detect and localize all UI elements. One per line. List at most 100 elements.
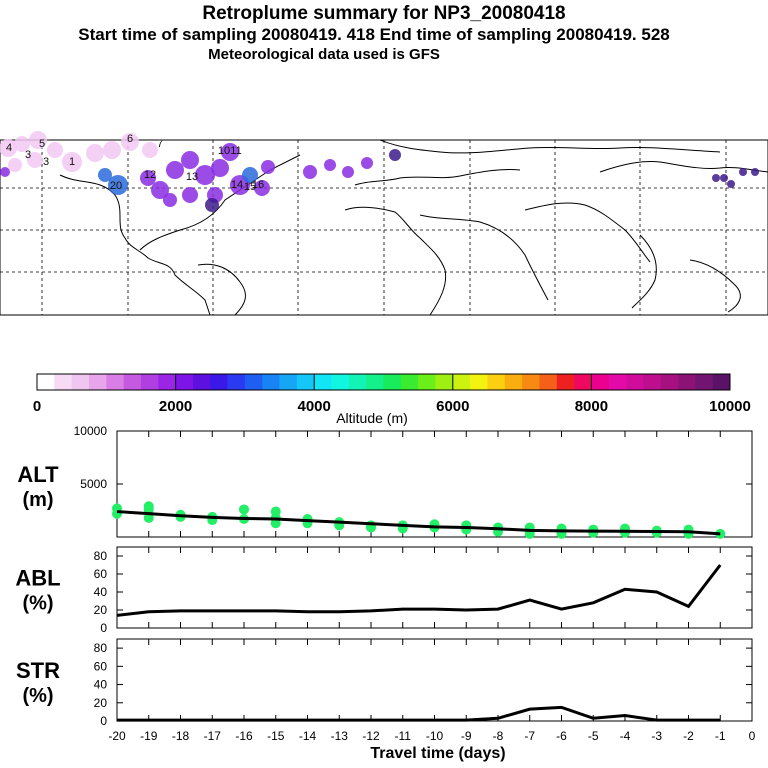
colorbar-swatch [348, 374, 367, 390]
y-axis-unit: (%) [22, 685, 53, 707]
colorbar-swatch [418, 374, 436, 390]
chart-title: Retroplume summary for NP3_20080418 [202, 3, 566, 24]
x-tick-label: -2 [683, 729, 694, 743]
colorbar-swatch [158, 374, 176, 390]
plume-marker [142, 142, 158, 158]
colorbar-swatch [140, 374, 159, 390]
x-axis-label: Travel time (days) [370, 745, 505, 762]
colorbar-swatch [470, 374, 488, 390]
plume-marker [8, 158, 22, 172]
plume-marker [108, 175, 128, 195]
plume-marker-label: 16 [252, 179, 264, 191]
x-tick-label: -13 [331, 729, 349, 743]
plume-marker [211, 159, 229, 177]
x-tick-label: -9 [461, 729, 472, 743]
colorbar-swatch [244, 374, 263, 390]
x-tick-label: -10 [426, 729, 444, 743]
plume-marker [342, 166, 354, 178]
colorbar-swatch [88, 374, 107, 390]
plume-marker-label: 13 [186, 171, 198, 183]
x-tick-label: -1 [715, 729, 726, 743]
colorbar-swatch [400, 374, 419, 390]
plume-marker [751, 168, 759, 176]
y-tick-label: 40 [94, 585, 108, 599]
colorbar-swatch [279, 374, 298, 390]
series-line [117, 705, 721, 722]
y-tick-label: 5000 [80, 477, 107, 491]
colorbar-swatch [522, 374, 540, 390]
plume-marker [303, 165, 317, 179]
plume-marker-label: 20 [110, 180, 122, 192]
colorbar-swatch [314, 374, 332, 390]
y-tick-label: 60 [94, 659, 108, 673]
plume-marker [0, 167, 10, 177]
plume-marker-label: 1 [69, 156, 75, 168]
plume-marker [140, 170, 156, 186]
colorbar-tick-label: 8000 [575, 398, 608, 415]
data-point [270, 518, 281, 529]
x-tick-label: -4 [620, 729, 631, 743]
colorbar-swatch [262, 374, 280, 390]
colorbar-swatch [210, 374, 228, 390]
plume-marker-label: 15 [244, 181, 256, 193]
plume-marker [361, 157, 373, 169]
y-tick-label: 80 [94, 549, 108, 563]
plume-marker-label: 4 [6, 142, 12, 154]
colorbar-swatch [383, 374, 402, 390]
abl-panel: 0 20 40 60 80 ABL(%) [15, 546, 753, 635]
map-graticule [0, 140, 768, 315]
plume-marker [47, 142, 63, 158]
colorbar-swatch [452, 374, 471, 390]
plume-marker-label: 10 [218, 145, 230, 157]
x-tick-label: -5 [588, 729, 599, 743]
plume-marker [324, 159, 336, 171]
plume-marker [27, 152, 43, 168]
colorbar-swatch [556, 374, 575, 390]
x-tick-label: -15 [267, 729, 285, 743]
plume-marker-label: 14 [231, 179, 243, 191]
x-tick-label: -19 [140, 729, 158, 743]
y-tick-label: 0 [100, 621, 107, 635]
met-data-note: Meteorological data used is GFS [208, 46, 440, 63]
colorbar-swatch [106, 374, 124, 390]
plume-marker-label: 5 [39, 138, 45, 150]
data-point [143, 504, 154, 515]
altitude-colorbar: 0 2000 4000 6000 8000 10000 [33, 373, 751, 415]
series-line [116, 510, 721, 536]
colorbar-swatch [123, 374, 142, 390]
plume-marker-label: 11 [230, 145, 241, 157]
plume-marker-label: 7 [157, 138, 163, 150]
colorbar-swatch [227, 374, 246, 390]
x-tick-label: -3 [651, 729, 662, 743]
y-tick-label: 0 [100, 714, 107, 728]
y-axis-label: STR [16, 658, 60, 683]
plume-marker [29, 131, 47, 149]
data-point [588, 527, 599, 538]
plume-marker [261, 160, 275, 174]
plume-marker [151, 181, 169, 199]
x-tick-label: -8 [493, 729, 504, 743]
colorbar-swatch [175, 374, 194, 390]
panel-frame [116, 546, 753, 629]
x-tick-label: 0 [749, 729, 756, 743]
colorbar-label: Altitude (m) [336, 410, 408, 426]
x-tick-label: -6 [556, 729, 567, 743]
colorbar-swatch [54, 374, 72, 390]
plume-marker-label: 12 [144, 169, 156, 181]
x-tick-label: -14 [299, 729, 317, 743]
plume-marker-label: 3 [43, 156, 49, 168]
x-tick-label: -7 [524, 729, 535, 743]
plume-marker-label: 6 [127, 133, 133, 145]
plume-marker [254, 180, 270, 196]
colorbar-tick-label: 0 [33, 398, 41, 415]
plume-marker [166, 161, 184, 179]
x-tick-label: -17 [204, 729, 222, 743]
plume-marker-label: 3 [25, 149, 31, 161]
plume-marker [712, 174, 720, 182]
colorbar-swatch [678, 374, 696, 390]
colorbar-swatch [487, 374, 506, 390]
